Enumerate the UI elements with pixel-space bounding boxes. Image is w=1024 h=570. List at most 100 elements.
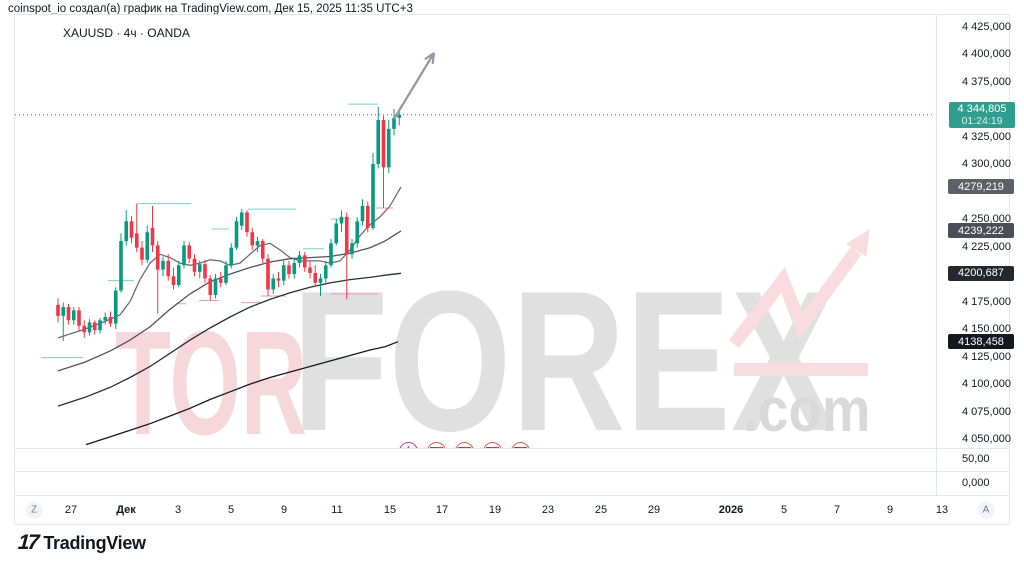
indicator-pane-label: 50,00 xyxy=(962,453,990,465)
candle-body xyxy=(323,265,328,279)
candle-body xyxy=(308,267,312,273)
candlestick-chart xyxy=(15,52,934,446)
time-tick-label: 23 xyxy=(541,503,555,516)
candle-body xyxy=(87,322,92,333)
attribution-text: coinspot_io создал(а) график на TradingV… xyxy=(8,3,413,15)
candle-body xyxy=(82,325,87,333)
candle-body xyxy=(250,232,255,246)
bar-countdown: 01:24:19 xyxy=(961,114,1003,127)
symbol-legend[interactable]: XAUUSD · 4ч · OANDA xyxy=(63,26,190,40)
candle-body xyxy=(145,232,150,260)
candle-body xyxy=(245,212,249,233)
trend-arrow-drawing[interactable] xyxy=(393,52,436,120)
candle-body xyxy=(171,276,176,286)
price-tick-label: 4 300,000 xyxy=(962,158,1011,171)
candle-body xyxy=(371,164,375,228)
last-price-value: 4 344,805 xyxy=(957,102,1007,115)
candle-body xyxy=(71,310,76,321)
time-tick-label: 2026 xyxy=(718,503,744,516)
candle-body xyxy=(113,290,118,324)
timezone-button[interactable]: Z xyxy=(25,501,43,518)
price-tick-label: 4 375,000 xyxy=(962,75,1011,88)
price-tick-label: 4 425,000 xyxy=(962,20,1011,33)
candle-body xyxy=(313,272,318,283)
price-tick-label: 4 400,000 xyxy=(962,48,1011,61)
time-tick-label: 15 xyxy=(383,503,397,516)
chart-frame: TOR FOREX .com XAUUSD · 4ч · OANDA Z 27 Де… xyxy=(14,14,1015,525)
candle-body xyxy=(318,278,323,283)
tradingview-logo-icon: 17 xyxy=(17,531,39,554)
watermark-text-com: .com xyxy=(743,376,871,445)
candle-body xyxy=(350,243,354,255)
candle-body xyxy=(66,307,71,321)
candle-body xyxy=(355,221,360,244)
candle-body xyxy=(56,304,60,316)
candle-body xyxy=(166,260,171,277)
time-tick-label: 5 xyxy=(780,503,788,516)
candle-body xyxy=(302,255,307,268)
ma-value-badge: 4279,219 xyxy=(948,179,1014,195)
candle-body xyxy=(134,233,139,248)
time-tick-label: 25 xyxy=(594,503,608,516)
candle-body xyxy=(77,310,81,326)
candle-body xyxy=(124,221,129,242)
price-tick-label: 4 225,000 xyxy=(962,240,1011,253)
main-chart-pane[interactable]: TOR FOREX .com XAUUSD · 4ч · OANDA xyxy=(15,15,934,448)
time-tick-label: 27 xyxy=(64,503,78,516)
time-tick-label: 11 xyxy=(331,503,343,516)
tradingview-footer[interactable]: 17 TradingView xyxy=(17,531,146,555)
candle-body xyxy=(161,260,165,270)
candle-body xyxy=(119,241,123,291)
candle-body xyxy=(108,316,113,324)
candle-body xyxy=(224,265,228,283)
candle-body xyxy=(103,316,108,321)
candle-body xyxy=(386,128,391,168)
ma-slowest-line xyxy=(85,341,399,446)
candle-body xyxy=(187,245,192,259)
pane-separator[interactable] xyxy=(15,471,1009,472)
candle-body xyxy=(344,216,349,255)
ma-value-badge: 4138,458 xyxy=(948,334,1014,350)
candle-body xyxy=(203,264,207,279)
candle-body xyxy=(155,245,160,270)
time-axis[interactable]: Z 27 Дек 3 5 9 11 15 17 19 23 25 29 2026 5 7 9 13 A xyxy=(15,495,1009,524)
price-axis-separator xyxy=(936,15,937,495)
ma-slow-line xyxy=(57,272,402,407)
candle-body xyxy=(339,216,344,224)
candle-body xyxy=(229,247,234,266)
candle-body xyxy=(140,247,144,260)
candle-body xyxy=(176,265,181,286)
candle-body xyxy=(287,265,291,275)
price-tick-label: 4 250,000 xyxy=(962,213,1011,226)
candle-body xyxy=(271,278,276,290)
pane-separator[interactable] xyxy=(15,448,1009,449)
time-tick-label: 9 xyxy=(886,503,894,516)
candle-body xyxy=(260,241,265,259)
auto-scale-button[interactable]: A xyxy=(977,501,995,518)
candle-body xyxy=(234,221,239,248)
watermark-text-forex: FOREX xyxy=(292,250,837,449)
price-tick-label: 4 050,000 xyxy=(962,433,1011,446)
candle-body xyxy=(392,117,396,129)
time-tick-label: 3 xyxy=(174,503,182,516)
candle-body xyxy=(266,258,270,290)
candle-body xyxy=(197,264,202,272)
candle-body xyxy=(182,245,186,266)
time-tick-label: Дек xyxy=(116,503,136,516)
time-tick-label: 7 xyxy=(833,503,841,516)
candle-body xyxy=(208,278,213,295)
time-tick-label: 29 xyxy=(647,503,661,516)
time-tick-label: 13 xyxy=(935,503,949,516)
price-tick-label: 4 075,000 xyxy=(962,405,1011,418)
price-tick-label: 4 100,000 xyxy=(962,378,1011,391)
candle-body xyxy=(329,243,333,266)
ma-value-badge: 4239,222 xyxy=(948,223,1014,239)
candle-body xyxy=(365,205,370,228)
price-tick-label: 4 150,000 xyxy=(962,323,1011,336)
candle-body xyxy=(98,320,102,331)
tradingview-logo-text: TradingView xyxy=(43,532,146,553)
candle-body xyxy=(255,241,260,246)
candle-body xyxy=(297,255,302,264)
candle-body xyxy=(150,227,155,246)
